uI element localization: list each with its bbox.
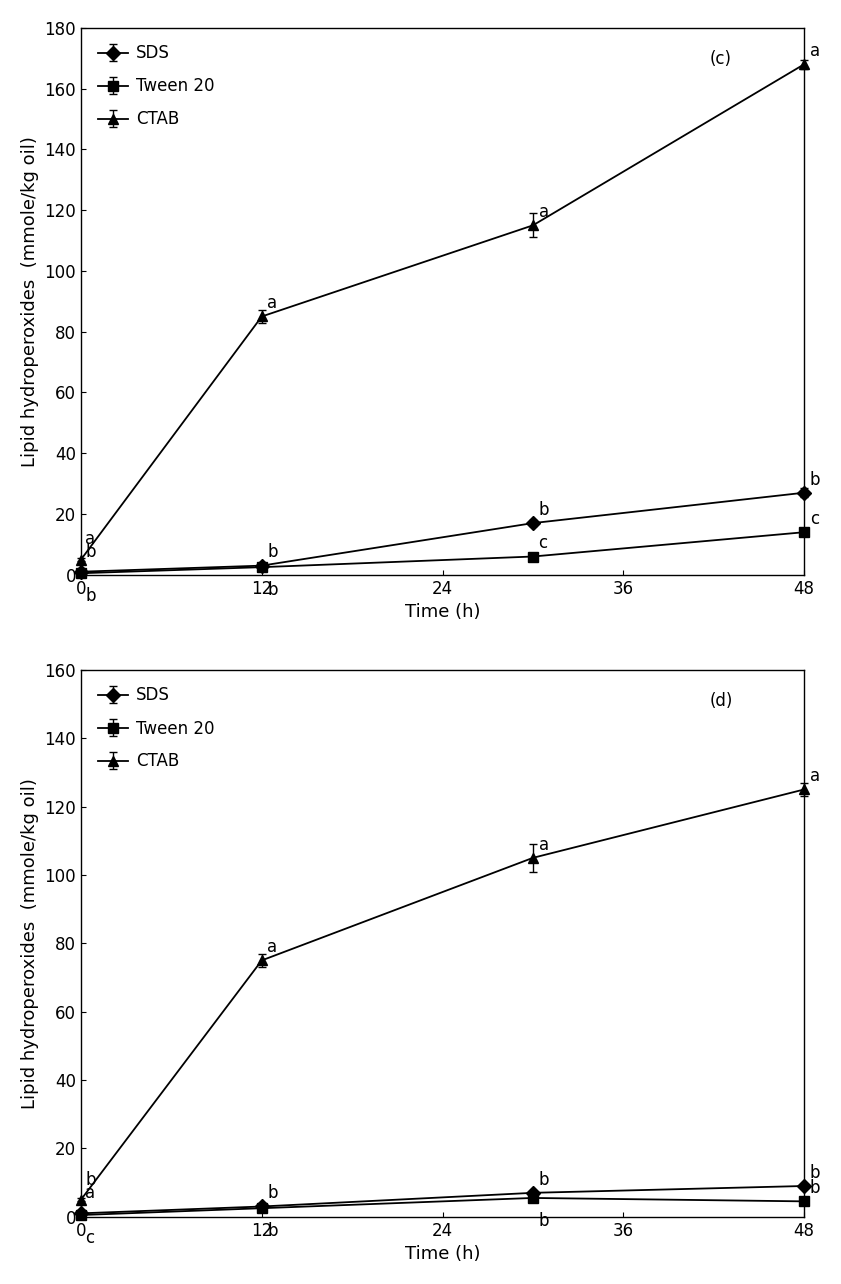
Text: b: b: [267, 543, 278, 561]
Text: (d): (d): [710, 692, 733, 710]
Text: a: a: [85, 530, 95, 548]
Text: b: b: [85, 1171, 96, 1189]
Text: b: b: [85, 587, 96, 605]
Text: b: b: [267, 1222, 278, 1240]
Text: b: b: [538, 501, 549, 519]
Legend: SDS, Tween 20, CTAB: SDS, Tween 20, CTAB: [89, 36, 223, 137]
Y-axis label: Lipid hydroperoxides  (mmole/kg oil): Lipid hydroperoxides (mmole/kg oil): [21, 778, 39, 1108]
Text: b: b: [538, 1171, 549, 1189]
Text: b: b: [267, 582, 278, 600]
Text: a: a: [267, 294, 278, 312]
Text: a: a: [85, 1184, 95, 1202]
Text: b: b: [810, 1163, 820, 1181]
Text: a: a: [810, 768, 820, 786]
Text: c: c: [810, 510, 819, 528]
Y-axis label: Lipid hydroperoxides  (mmole/kg oil): Lipid hydroperoxides (mmole/kg oil): [21, 136, 39, 466]
Text: b: b: [85, 543, 96, 561]
Text: b: b: [538, 1212, 549, 1230]
Text: c: c: [85, 1229, 94, 1247]
X-axis label: Time (h): Time (h): [405, 603, 480, 621]
Legend: SDS, Tween 20, CTAB: SDS, Tween 20, CTAB: [89, 678, 223, 779]
Text: b: b: [810, 470, 820, 488]
Text: a: a: [267, 939, 278, 957]
X-axis label: Time (h): Time (h): [405, 1245, 480, 1263]
Text: b: b: [267, 1184, 278, 1202]
Text: a: a: [810, 42, 820, 60]
Text: a: a: [538, 836, 548, 854]
Text: c: c: [538, 534, 547, 552]
Text: b: b: [810, 1179, 820, 1197]
Text: (c): (c): [710, 50, 733, 68]
Text: a: a: [538, 203, 548, 221]
